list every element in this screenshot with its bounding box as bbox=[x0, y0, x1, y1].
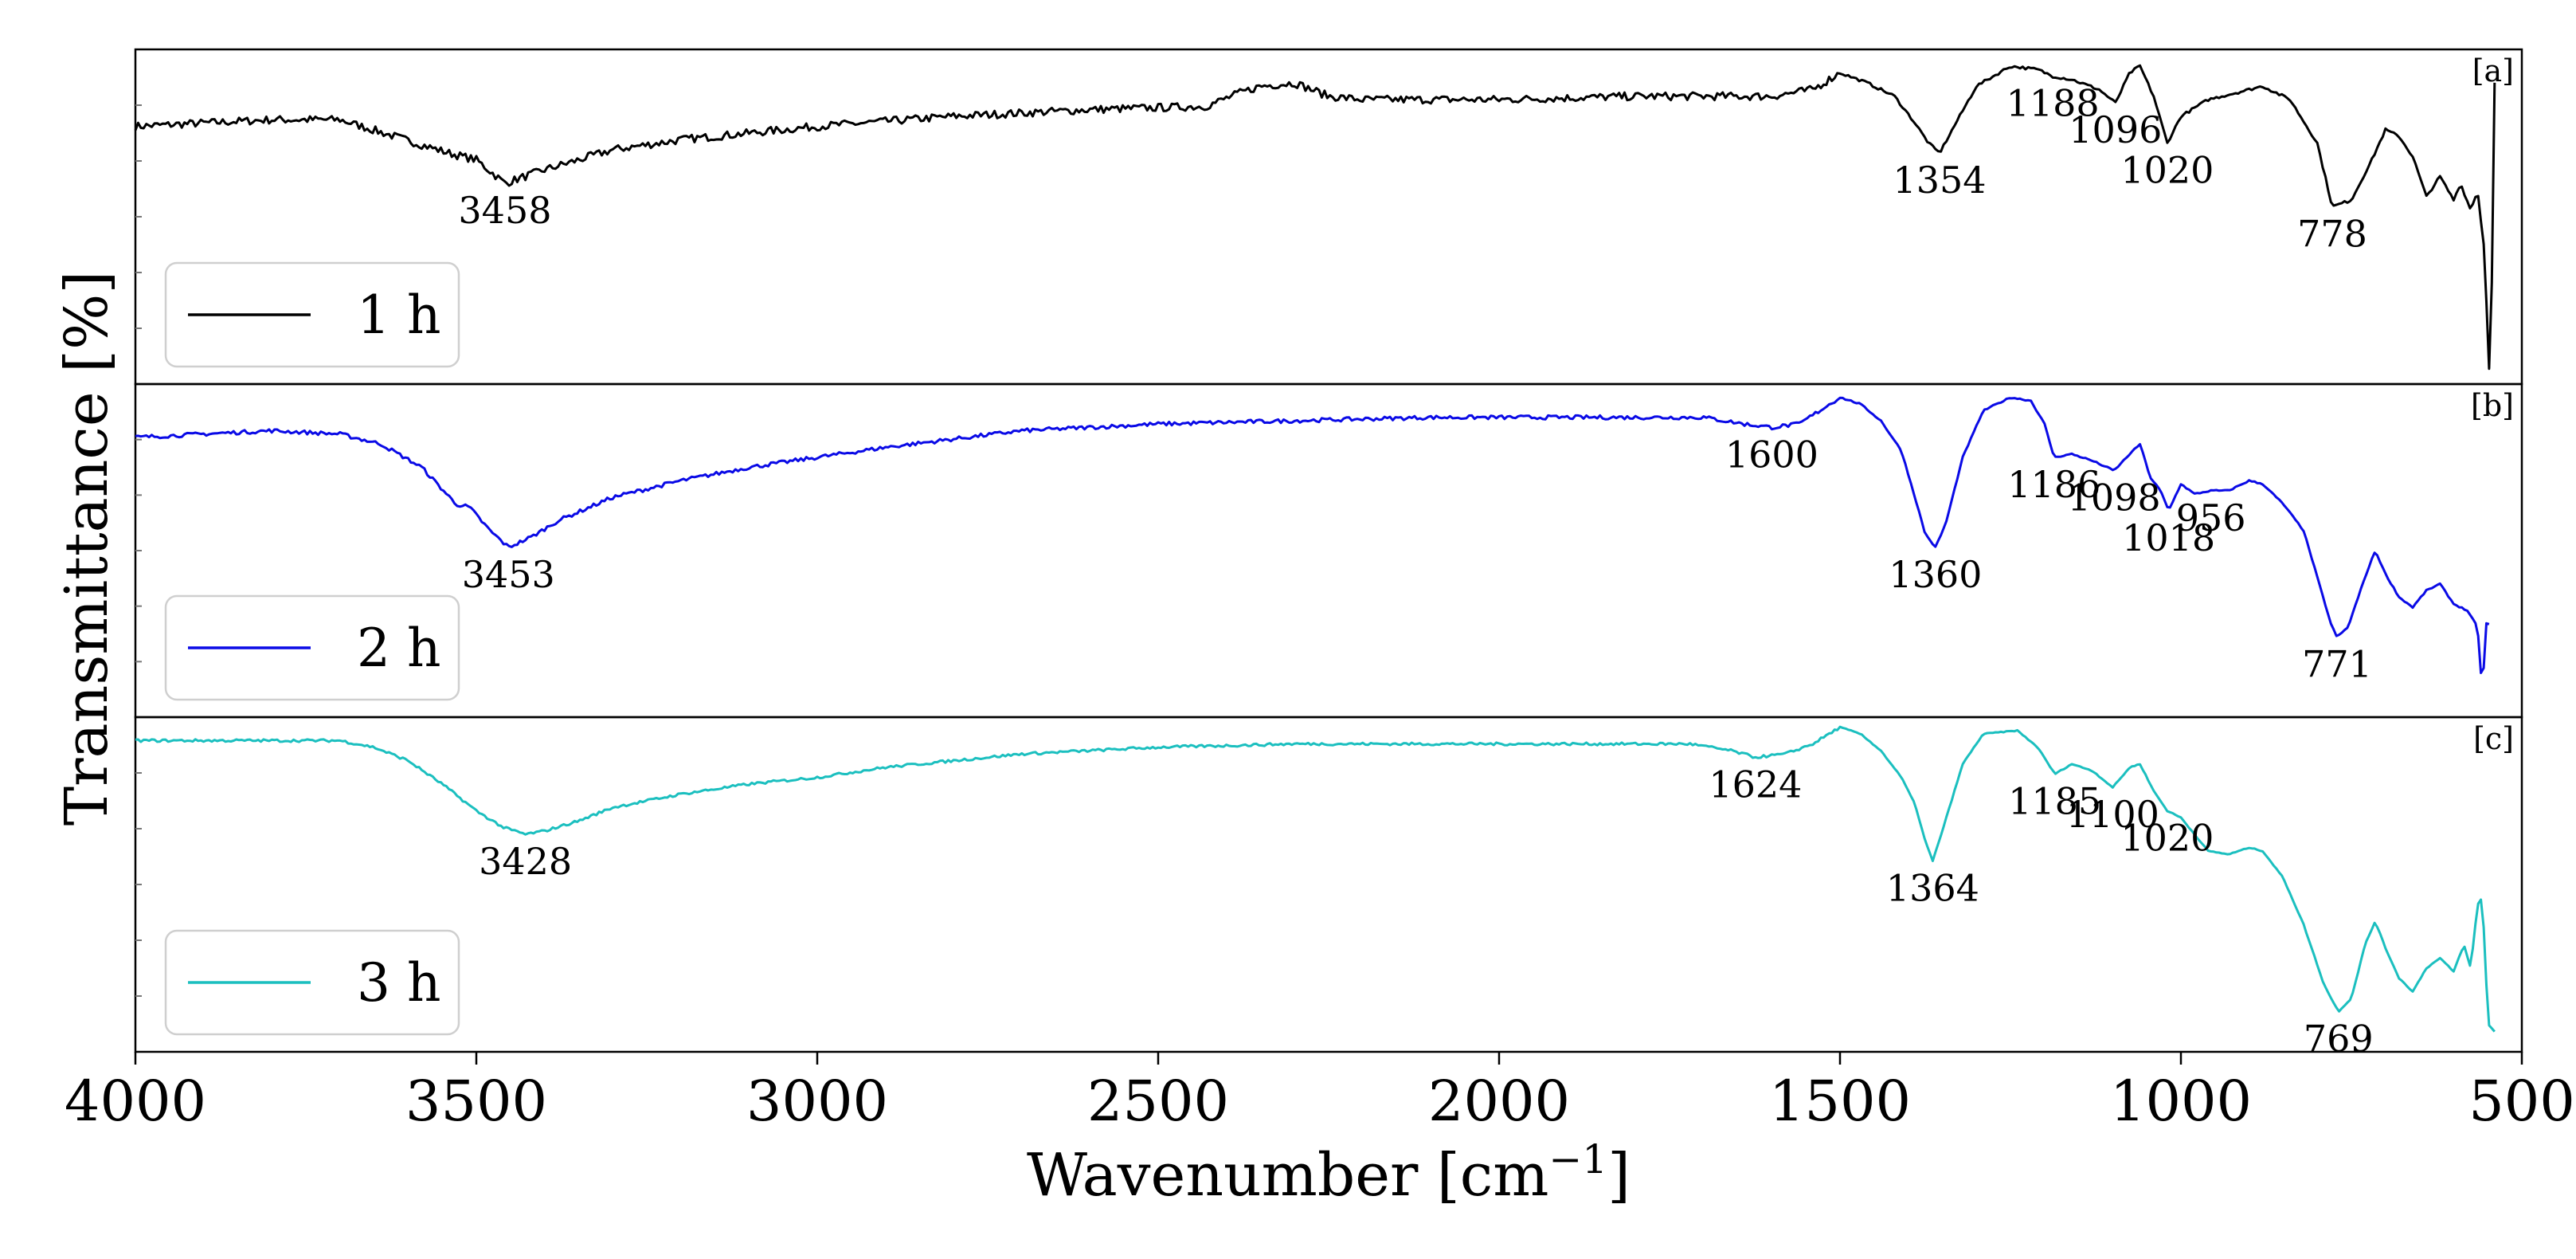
x-tick-label: 500 bbox=[2468, 1069, 2575, 1134]
peak-label: 3453 bbox=[462, 553, 555, 596]
peak-label: 1360 bbox=[1889, 553, 1982, 596]
x-axis-label-end: ] bbox=[1607, 1141, 1631, 1210]
legend: 2 h bbox=[164, 594, 460, 701]
peak-label: 3458 bbox=[458, 189, 551, 232]
panel-tag: [c] bbox=[2473, 721, 2514, 756]
peak-label: 778 bbox=[2297, 212, 2367, 255]
peak-label: 1354 bbox=[1893, 159, 1986, 202]
x-axis-label: Wavenumber [cm−1] bbox=[1027, 1136, 1631, 1210]
peak-label: 1185 bbox=[2008, 779, 2101, 822]
x-tick-label: 1500 bbox=[1769, 1069, 1911, 1134]
x-tick-label: 2000 bbox=[1428, 1069, 1570, 1134]
peak-label: 1096 bbox=[2069, 108, 2162, 151]
legend: 1 h bbox=[164, 261, 460, 368]
peak-label: 1098 bbox=[2068, 477, 2161, 520]
peak-label: 3428 bbox=[479, 840, 572, 883]
x-axis-label-main: Wavenumber [cm bbox=[1027, 1141, 1548, 1210]
x-axis-label-superscript: −1 bbox=[1548, 1136, 1607, 1183]
legend-box bbox=[164, 594, 460, 701]
peak-label: 1186 bbox=[2007, 463, 2100, 506]
legend-label: 1 h bbox=[357, 284, 440, 346]
panel-tag: [a] bbox=[2472, 53, 2514, 88]
peak-label: 1020 bbox=[2120, 817, 2214, 860]
peak-label: 1100 bbox=[2066, 793, 2159, 836]
legend-box bbox=[164, 929, 460, 1036]
x-tick-label: 1000 bbox=[2110, 1069, 2252, 1134]
peak-label: 771 bbox=[2302, 643, 2372, 686]
legend-label: 3 h bbox=[357, 952, 440, 1014]
legend-box bbox=[164, 261, 460, 368]
legend-label: 2 h bbox=[357, 618, 440, 679]
y-axis-label: Transmittance [%] bbox=[53, 271, 121, 826]
x-tick-label: 3500 bbox=[405, 1069, 547, 1134]
peak-label: 1600 bbox=[1725, 433, 1818, 476]
panel-tag: [b] bbox=[2471, 388, 2514, 423]
peak-label: 1364 bbox=[1886, 867, 1979, 910]
x-tick-label: 4000 bbox=[65, 1069, 206, 1134]
x-tick-label: 3000 bbox=[746, 1069, 888, 1134]
spectrum-line-1h bbox=[134, 64, 2496, 371]
peak-label: 1624 bbox=[1709, 763, 1802, 806]
peak-label: 1020 bbox=[2120, 149, 2214, 192]
x-axis: 4000 3500 3000 2500 2000 1500 1000 500 bbox=[65, 1052, 2575, 1134]
peak-label: 956 bbox=[2176, 496, 2246, 539]
peak-label: 1018 bbox=[2122, 516, 2215, 559]
spectrum-line-3h bbox=[135, 725, 2496, 1033]
spectrum-line-2h bbox=[135, 396, 2490, 674]
peak-label: 1188 bbox=[2006, 82, 2100, 125]
legend: 3 h bbox=[164, 929, 460, 1036]
x-tick-label: 2500 bbox=[1087, 1069, 1229, 1134]
peak-label: 769 bbox=[2304, 1018, 2374, 1061]
